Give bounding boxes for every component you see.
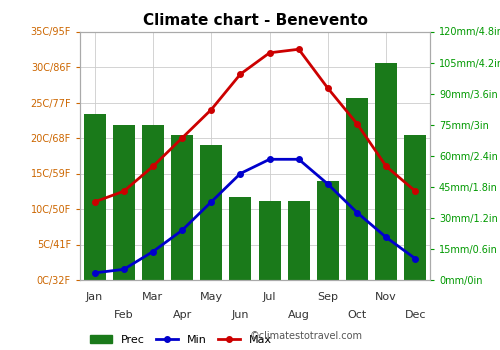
Text: Aug: Aug: [288, 310, 310, 320]
Bar: [142, 125, 164, 280]
Text: May: May: [200, 292, 223, 302]
Text: ©climatestotravel.com: ©climatestotravel.com: [250, 331, 363, 341]
Bar: [404, 135, 426, 280]
Bar: [376, 63, 397, 280]
Text: Nov: Nov: [376, 292, 397, 302]
Text: Jan: Jan: [86, 292, 103, 302]
Bar: [84, 114, 106, 280]
Bar: [200, 145, 222, 280]
Bar: [346, 98, 368, 280]
Legend: Prec, Min, Max: Prec, Min, Max: [86, 330, 277, 349]
Bar: [230, 197, 252, 280]
Bar: [171, 135, 193, 280]
Text: Jul: Jul: [263, 292, 276, 302]
Bar: [288, 201, 310, 280]
Text: Jun: Jun: [232, 310, 249, 320]
Bar: [113, 125, 134, 280]
Text: Dec: Dec: [404, 310, 426, 320]
Text: Apr: Apr: [172, 310, 192, 320]
Text: Sep: Sep: [318, 292, 338, 302]
Bar: [258, 201, 280, 280]
Bar: [317, 181, 339, 280]
Title: Climate chart - Benevento: Climate chart - Benevento: [142, 13, 368, 28]
Text: Feb: Feb: [114, 310, 134, 320]
Text: Oct: Oct: [348, 310, 366, 320]
Text: Mar: Mar: [142, 292, 164, 302]
